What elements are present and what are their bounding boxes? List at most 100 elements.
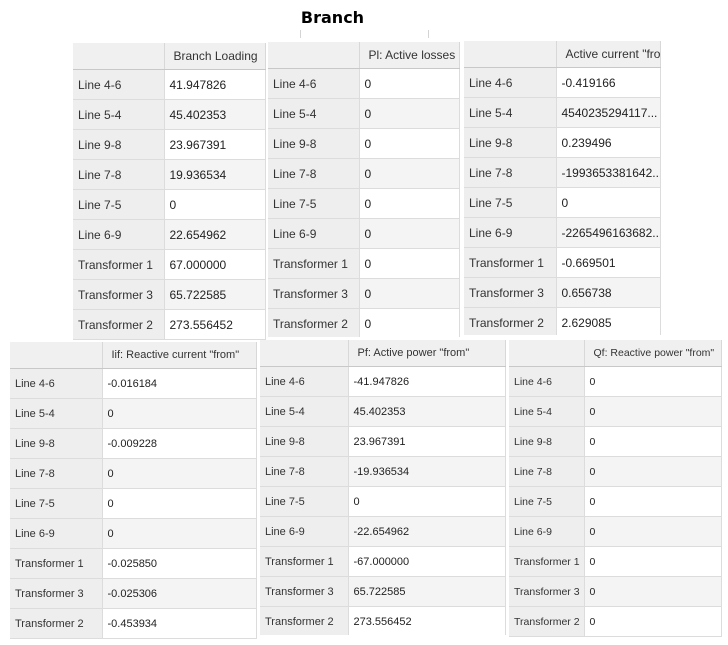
table-row: Transformer 3 0.656738 (464, 277, 661, 308)
value-cell[interactable]: 0 (584, 456, 722, 487)
value-cell[interactable]: 67.000000 (164, 249, 266, 280)
value-cell[interactable]: 0 (102, 398, 257, 429)
value-cell[interactable]: -0.419166 (556, 67, 661, 98)
value-cell[interactable]: 0 (359, 188, 460, 219)
value-cell[interactable]: 23.967391 (164, 129, 266, 160)
value-cell[interactable]: 0 (359, 278, 460, 309)
value-cell[interactable]: -0.016184 (102, 368, 257, 399)
value-cell[interactable]: 0 (584, 606, 722, 637)
value-cell[interactable]: -2265496163682... (556, 217, 661, 248)
value-cell[interactable]: 0.239496 (556, 127, 661, 158)
value-cell[interactable]: 0 (584, 546, 722, 577)
value-cell[interactable]: 65.722585 (348, 576, 506, 607)
table-row: Line 7-8 -1993653381642... (464, 157, 661, 188)
value-cell[interactable]: 0 (359, 248, 460, 279)
row-header: Line 7-5 (10, 488, 103, 519)
value-cell[interactable]: 23.967391 (348, 426, 506, 457)
value-cell[interactable]: 0 (348, 486, 506, 517)
row-header: Line 7-5 (509, 486, 585, 517)
value-cell[interactable]: -0.025306 (102, 578, 257, 609)
value-cell[interactable]: -67.000000 (348, 546, 506, 577)
row-header: Line 6-9 (464, 217, 557, 248)
value-cell[interactable]: 0 (556, 187, 661, 218)
value-cell[interactable]: 0 (584, 516, 722, 547)
value-cell[interactable]: -0.669501 (556, 247, 661, 278)
value-cell[interactable]: 0 (359, 128, 460, 159)
row-header: Line 4-6 (73, 69, 165, 100)
value-cell[interactable]: 0 (164, 189, 266, 220)
value-cell[interactable]: 273.556452 (348, 606, 506, 635)
row-header: Line 9-8 (73, 129, 165, 160)
value-cell[interactable]: 0 (584, 576, 722, 607)
data-grid: Pl: Active losses Line 4-6 0 Line 5-4 0 Line … (268, 42, 460, 337)
value-cell[interactable]: -0.025850 (102, 548, 257, 579)
column-header[interactable]: Iif: Reactive current "from" (102, 342, 257, 369)
value-cell[interactable]: 0 (359, 98, 460, 129)
active-losses-table: Pl: Active losses Line 4-6 0 Line 5-4 0 Line … (268, 42, 460, 337)
row-header: Line 7-5 (260, 486, 349, 517)
value-cell[interactable]: 45.402353 (164, 99, 266, 130)
value-cell[interactable]: 22.654962 (164, 219, 266, 250)
value-cell[interactable]: -41.947826 (348, 366, 506, 397)
value-cell[interactable]: 0 (584, 396, 722, 427)
table-row: Line 5-4 0 (268, 98, 460, 129)
table-row: Line 6-9 -22.654962 (260, 516, 506, 547)
value-cell[interactable]: 0 (584, 366, 722, 397)
table-row: Line 7-8 0 (10, 458, 257, 489)
value-cell[interactable]: -0.009228 (102, 428, 257, 459)
table-row: Line 6-9 22.654962 (73, 219, 266, 250)
table-row: Line 4-6 -0.419166 (464, 67, 661, 98)
value-cell[interactable]: 0 (359, 68, 460, 99)
row-header: Line 7-8 (464, 157, 557, 188)
value-cell[interactable]: 4540235294117... (556, 97, 661, 128)
row-header: Line 7-8 (509, 456, 585, 487)
value-cell[interactable]: 0 (584, 486, 722, 517)
data-grid: Iif: Reactive current "from" Line 4-6 -0.0… (10, 342, 257, 639)
value-cell[interactable]: 45.402353 (348, 396, 506, 427)
corner-header-cell (10, 342, 103, 369)
row-header: Transformer 3 (73, 279, 165, 310)
row-header: Line 7-5 (73, 189, 165, 220)
table-row: Transformer 1 -67.000000 (260, 546, 506, 577)
value-cell[interactable]: 0 (584, 426, 722, 457)
value-cell[interactable]: 0 (102, 458, 257, 489)
value-cell[interactable]: -1993653381642... (556, 157, 661, 188)
value-cell[interactable]: -22.654962 (348, 516, 506, 547)
data-grid: Pf: Active power "from" Line 4-6 -41.94782… (260, 340, 506, 635)
value-cell[interactable]: 273.556452 (164, 309, 266, 340)
value-cell[interactable]: 2.629085 (556, 307, 661, 335)
column-header[interactable]: Pf: Active power "from" (348, 340, 506, 367)
value-cell[interactable]: 0 (359, 308, 460, 337)
value-cell[interactable]: -0.453934 (102, 608, 257, 639)
value-cell[interactable]: 41.947826 (164, 69, 266, 100)
value-cell[interactable]: 0.656738 (556, 277, 661, 308)
column-header[interactable]: Branch Loading (164, 43, 266, 70)
table-row: Transformer 3 65.722585 (260, 576, 506, 607)
page-title: Branch (300, 8, 365, 27)
value-cell[interactable]: -19.936534 (348, 456, 506, 487)
corner-header-cell (73, 43, 165, 70)
table-row: Transformer 3 65.722585 (73, 279, 266, 310)
table-row: Line 7-8 0 (509, 456, 722, 487)
active-current-from-table: Active current "fro Line 4-6 -0.419166 Line… (464, 41, 661, 335)
table-row: Line 7-5 0 (464, 187, 661, 218)
value-cell[interactable]: 19.936534 (164, 159, 266, 190)
value-cell[interactable]: 0 (359, 158, 460, 189)
value-cell[interactable]: 65.722585 (164, 279, 266, 310)
value-cell[interactable]: 0 (102, 518, 257, 549)
table-row: Line 7-8 -19.936534 (260, 456, 506, 487)
column-header[interactable]: Pl: Active losses (359, 42, 460, 69)
row-header: Transformer 2 (73, 309, 165, 340)
active-power-from-table: Pf: Active power "from" Line 4-6 -41.94782… (260, 340, 506, 635)
column-header[interactable]: Qf: Reactive power "from" (584, 340, 722, 367)
table-row: Line 4-6 0 (268, 68, 460, 99)
row-header: Line 4-6 (268, 68, 360, 99)
row-header: Line 5-4 (268, 98, 360, 129)
table-row: Line 9-8 23.967391 (260, 426, 506, 457)
value-cell[interactable]: 0 (102, 488, 257, 519)
column-header[interactable]: Active current "fro (556, 41, 661, 68)
table-row: Transformer 3 -0.025306 (10, 578, 257, 609)
table-row: Transformer 1 -0.669501 (464, 247, 661, 278)
value-cell[interactable]: 0 (359, 218, 460, 249)
